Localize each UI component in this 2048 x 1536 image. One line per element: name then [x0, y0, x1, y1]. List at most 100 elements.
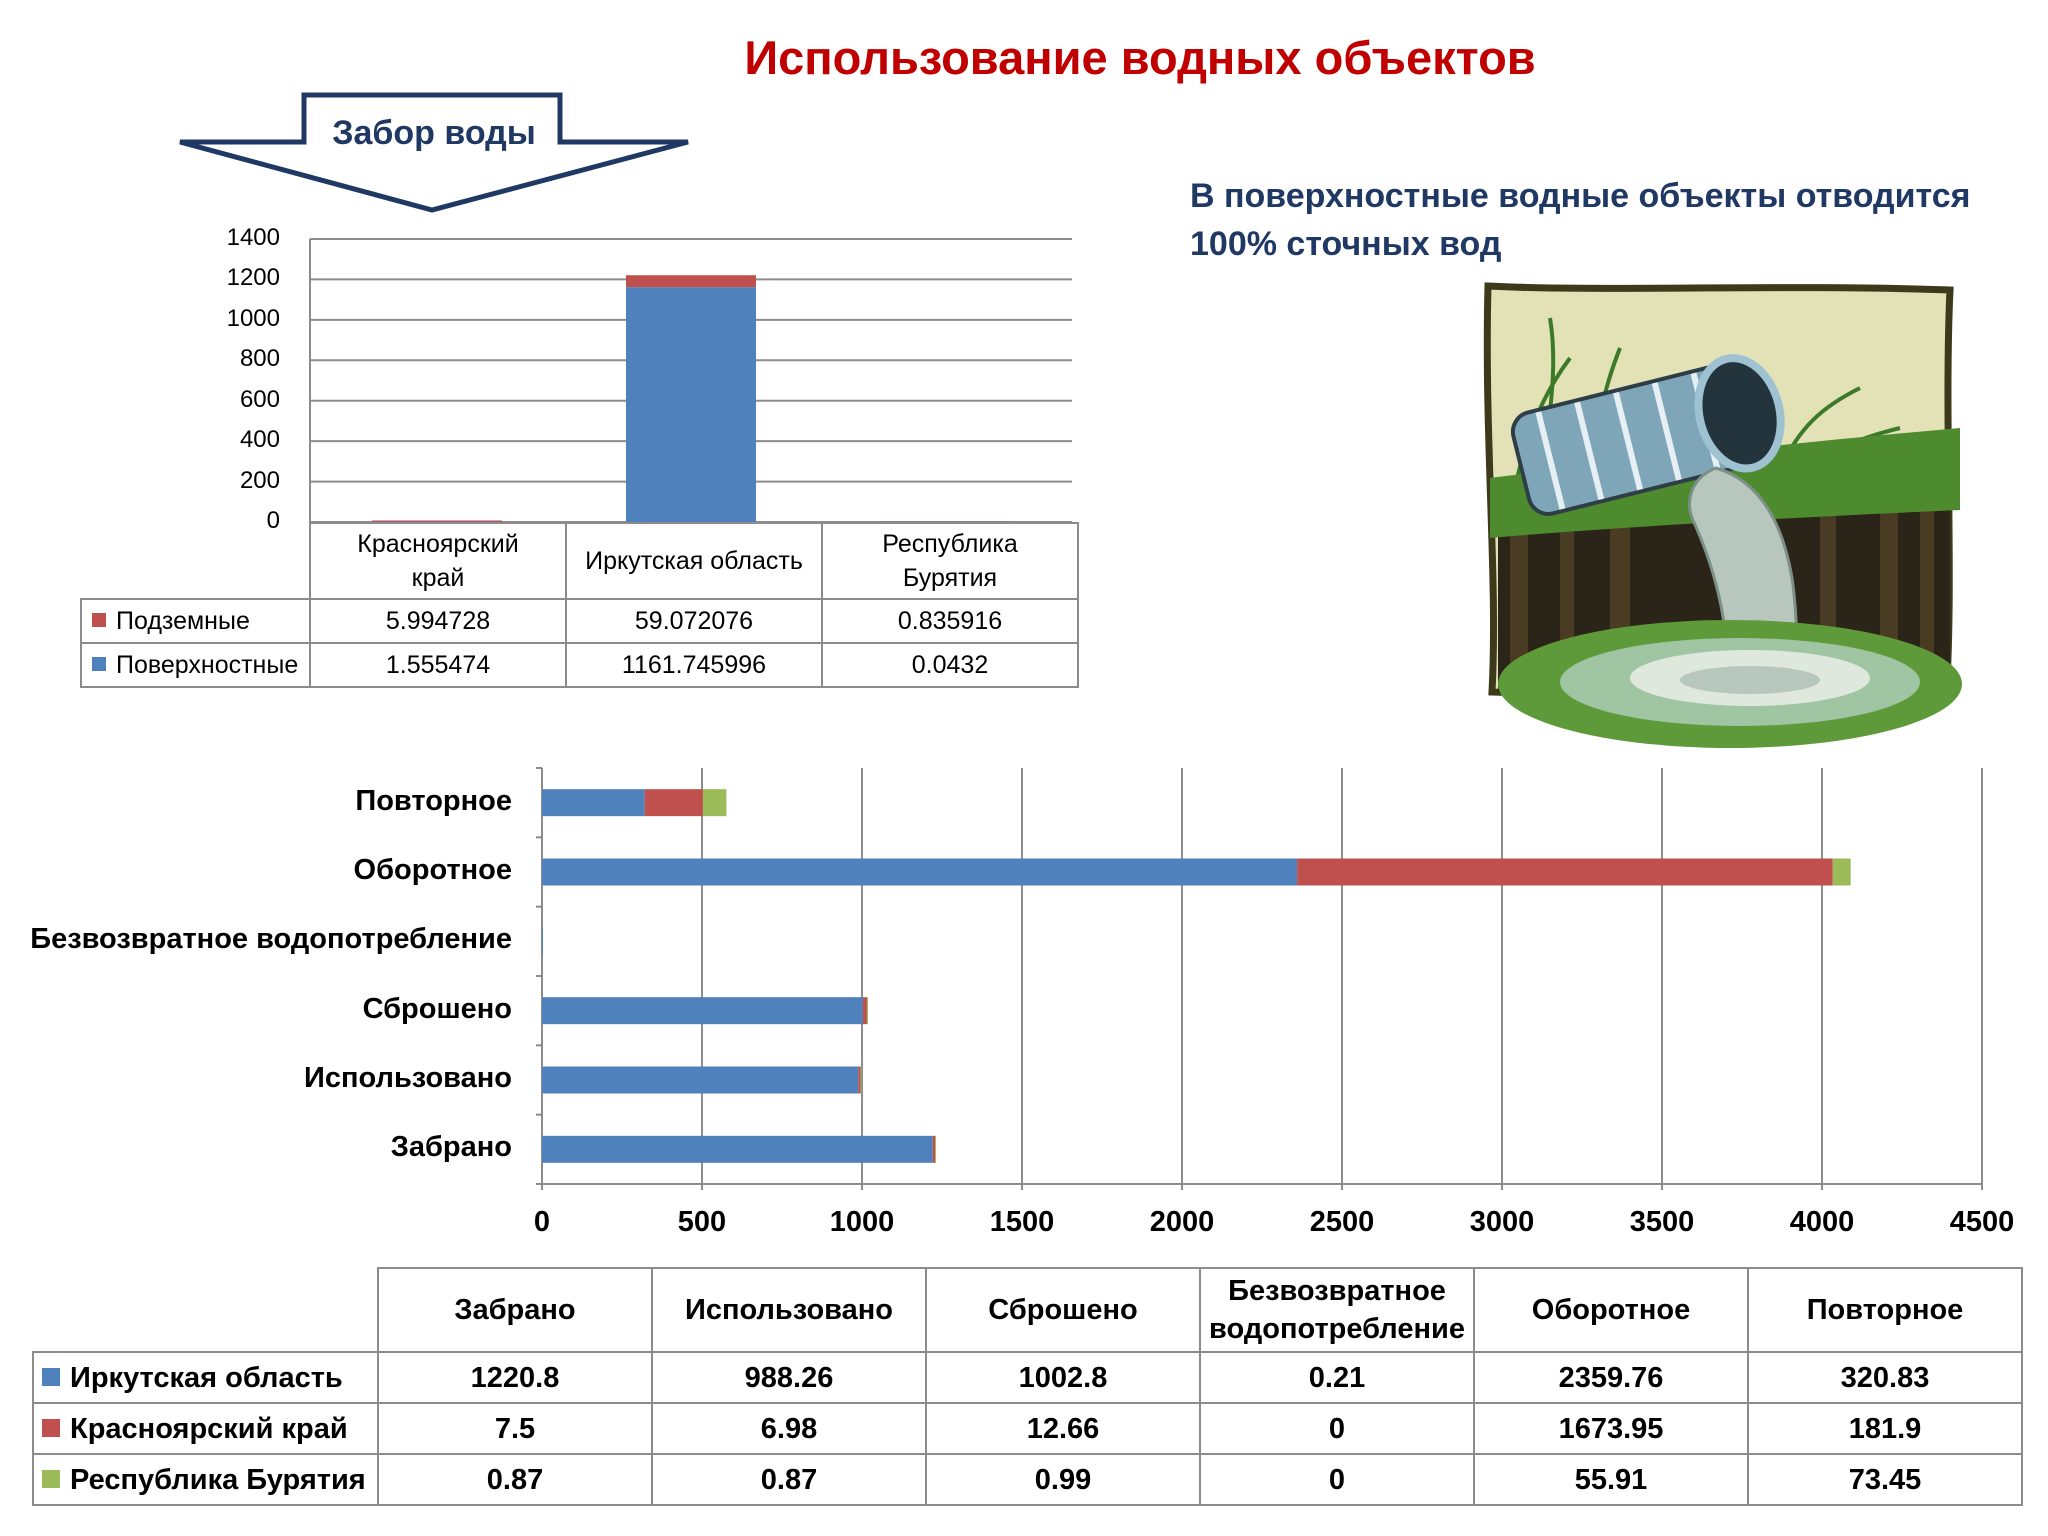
page-title: Использование водных объектов — [744, 31, 1536, 84]
column-header-line: край — [411, 564, 465, 592]
table-cell: 0.835916 — [821, 598, 1079, 644]
table-header-row: Красноярский край Иркутская область Республ… — [81, 522, 1079, 600]
column-header-line: Бурятия — [902, 564, 998, 592]
series-name: Республика Бурятия — [70, 1463, 366, 1496]
legend-key-icon — [92, 656, 106, 671]
table-cell: 1161.745996 — [565, 642, 823, 688]
table-cell: 7.5 — [377, 1402, 653, 1455]
table-column-header: Повторное — [1747, 1267, 2023, 1353]
table-column-header: Иркутская область — [565, 522, 823, 600]
table-cell: 0.99 — [925, 1453, 1201, 1506]
table-cell: 0.0432 — [821, 642, 1079, 688]
column-header-line: водопотребление — [1209, 1313, 1465, 1345]
wastewater-pipe-illustration — [1483, 282, 1962, 748]
note-line-1: В поверхностные водные объекты отводится — [1190, 177, 1971, 215]
table-cell: 1002.8 — [925, 1351, 1201, 1404]
column-header-line: Повторное — [1806, 1294, 1964, 1326]
category-label: Использовано — [304, 1062, 512, 1094]
table-corner — [81, 523, 310, 599]
legend-key-icon — [42, 1469, 60, 1488]
bar-segment — [1832, 858, 1851, 886]
table-cell: 988.26 — [651, 1351, 927, 1404]
water-intake-data-table: Красноярский край Иркутская область Республ… — [80, 522, 1079, 688]
table-corner — [33, 1268, 378, 1352]
x-tick-label: 3500 — [1629, 1206, 1695, 1238]
water-use-data-table: Забрано Использовано Сброшено Безвозвратное… — [32, 1267, 2023, 1506]
series-label: Республика Бурятия — [32, 1453, 379, 1506]
series-label: Поверхностные — [80, 642, 311, 688]
bar-segment — [702, 789, 727, 817]
y-tick-label: 600 — [239, 385, 280, 413]
bar-segment — [866, 997, 868, 1025]
table-cell: 0.87 — [651, 1453, 927, 1506]
legend-key-icon — [92, 612, 106, 627]
table-cell: 55.91 — [1473, 1453, 1749, 1506]
table-cell: 2359.76 — [1473, 1351, 1749, 1404]
y-tick-label: 1200 — [226, 264, 280, 292]
table-row: Иркутская область 1220.8 988.26 1002.8 0.21 2… — [32, 1351, 2023, 1404]
x-tick-label: 1000 — [829, 1206, 895, 1238]
table-cell: 6.98 — [651, 1402, 927, 1455]
table-row: Поверхностные 1.555474 1161.745996 0.0432 — [80, 642, 1079, 688]
bar-segment — [644, 789, 703, 817]
table-row: Красноярский край 7.5 6.98 12.66 0 1673.95 181… — [32, 1402, 2023, 1455]
bar-segment — [372, 520, 502, 522]
bar-segment — [862, 997, 867, 1025]
table-cell: 0 — [1199, 1453, 1475, 1506]
bar-segment — [542, 858, 1298, 886]
table-cell: 1.555474 — [309, 642, 567, 688]
x-tick-label: 4000 — [1789, 1206, 1855, 1238]
x-tick-label: 4500 — [1949, 1206, 2015, 1238]
bar-segment — [860, 1066, 862, 1094]
table-column-header: Сброшено — [925, 1267, 1201, 1353]
category-label: Оборотное — [353, 854, 512, 886]
legend-key-icon — [42, 1418, 60, 1437]
category-label: Безвозвратное водопотребление — [30, 923, 512, 956]
table-column-header: Республика Бурятия — [821, 522, 1079, 600]
column-header-line: Красноярский — [357, 530, 519, 558]
y-tick-label: 400 — [239, 426, 280, 454]
column-header-line: Сброшено — [988, 1294, 1138, 1326]
x-tick-label: 1500 — [989, 1206, 1055, 1238]
bar-segment — [542, 789, 645, 817]
table-column-header: Безвозвратное водопотребление — [1199, 1267, 1475, 1353]
table-column-header: Красноярский край — [309, 522, 567, 600]
column-header-line: Республика — [882, 530, 1018, 558]
table-column-header: Использовано — [651, 1267, 927, 1353]
table-cell: 181.9 — [1747, 1402, 2023, 1455]
series-label: Подземные — [80, 598, 311, 644]
bar-segment — [542, 1066, 859, 1094]
table-row: Республика Бурятия 0.87 0.87 0.99 0 55.91 73.4… — [32, 1453, 2023, 1506]
category-label: Повторное — [355, 784, 512, 817]
y-tick-label: 1400 — [226, 224, 280, 251]
y-tick-label: 0 — [266, 507, 280, 534]
bar-segment — [858, 1066, 861, 1094]
series-label: Иркутская область — [32, 1351, 379, 1404]
table-cell: 1673.95 — [1473, 1402, 1749, 1455]
y-tick-label: 1000 — [226, 304, 280, 332]
bar-segment — [542, 1135, 933, 1163]
arrow-label: Забор воды — [332, 114, 536, 152]
bar-segment — [935, 1135, 937, 1163]
table-cell: 59.072076 — [565, 598, 823, 644]
table-cell: 1220.8 — [377, 1351, 653, 1404]
table-cell: 320.83 — [1747, 1351, 2023, 1404]
y-tick-label: 800 — [239, 345, 280, 373]
series-name: Красноярский край — [70, 1412, 348, 1445]
x-tick-label: 2500 — [1309, 1206, 1375, 1238]
series-name: Поверхностные — [116, 650, 299, 679]
table-cell: 12.66 — [925, 1402, 1201, 1455]
table-cell: 5.994728 — [309, 598, 567, 644]
bar-segment — [542, 927, 543, 955]
bar-segment — [932, 1135, 936, 1163]
table-header-row: Забрано Использовано Сброшено Безвозвратное… — [33, 1267, 2023, 1353]
discharge-note: В поверхностные водные объекты отводится… — [1190, 172, 2020, 268]
y-tick-label: 200 — [239, 466, 280, 494]
column-header-line: Иркутская область — [585, 547, 803, 575]
column-header-line: Использовано — [685, 1294, 893, 1326]
table-column-header: Оборотное — [1473, 1267, 1749, 1353]
x-tick-label: 2000 — [1149, 1206, 1215, 1238]
bar-segment — [626, 275, 756, 288]
